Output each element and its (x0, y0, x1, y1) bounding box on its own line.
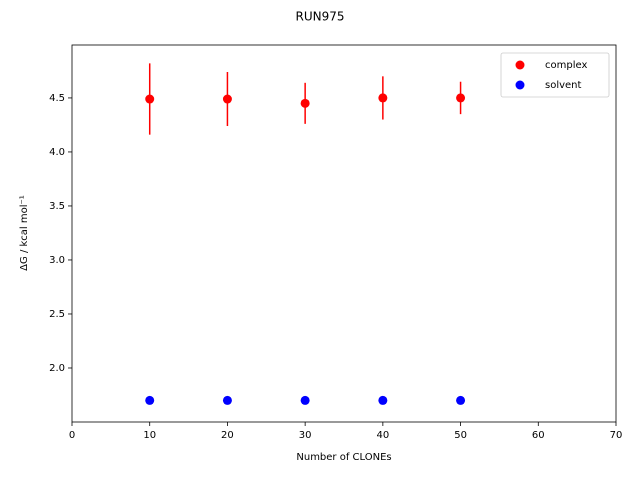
point (222, 395, 232, 405)
y-tick-label: 4.5 (49, 93, 65, 104)
y-tick-label: 2.5 (49, 309, 65, 320)
y-tick-label: 3.0 (49, 255, 65, 266)
point (456, 93, 466, 103)
x-axis-label: Number of CLONEs (296, 452, 391, 463)
x-tick-label: 70 (610, 430, 623, 441)
x-tick-label: 60 (532, 430, 545, 441)
legend-box (500, 52, 610, 98)
legend-label: complex (545, 60, 587, 71)
x-tick-label: 0 (69, 430, 75, 441)
point (378, 93, 388, 103)
point (145, 94, 155, 104)
point (222, 94, 232, 104)
point (300, 98, 310, 108)
legend-marker (515, 60, 525, 70)
y-axis-label: ΔG / kcal mol⁻¹ (19, 195, 30, 271)
point (300, 395, 310, 405)
chart-title: RUN975 (295, 10, 344, 24)
legend-marker (515, 80, 525, 90)
y-tick-label: 3.5 (49, 201, 65, 212)
legend-label: solvent (545, 80, 582, 91)
point (145, 395, 155, 405)
point (456, 395, 466, 405)
y-tick-label: 2.0 (49, 363, 65, 374)
plot-frame (71, 44, 617, 423)
point (378, 395, 388, 405)
x-tick-label: 20 (221, 430, 234, 441)
x-tick-label: 50 (454, 430, 467, 441)
x-tick-label: 10 (143, 430, 156, 441)
x-tick-label: 40 (376, 430, 389, 441)
x-tick-label: 30 (299, 430, 312, 441)
y-tick-label: 4.0 (49, 147, 65, 158)
